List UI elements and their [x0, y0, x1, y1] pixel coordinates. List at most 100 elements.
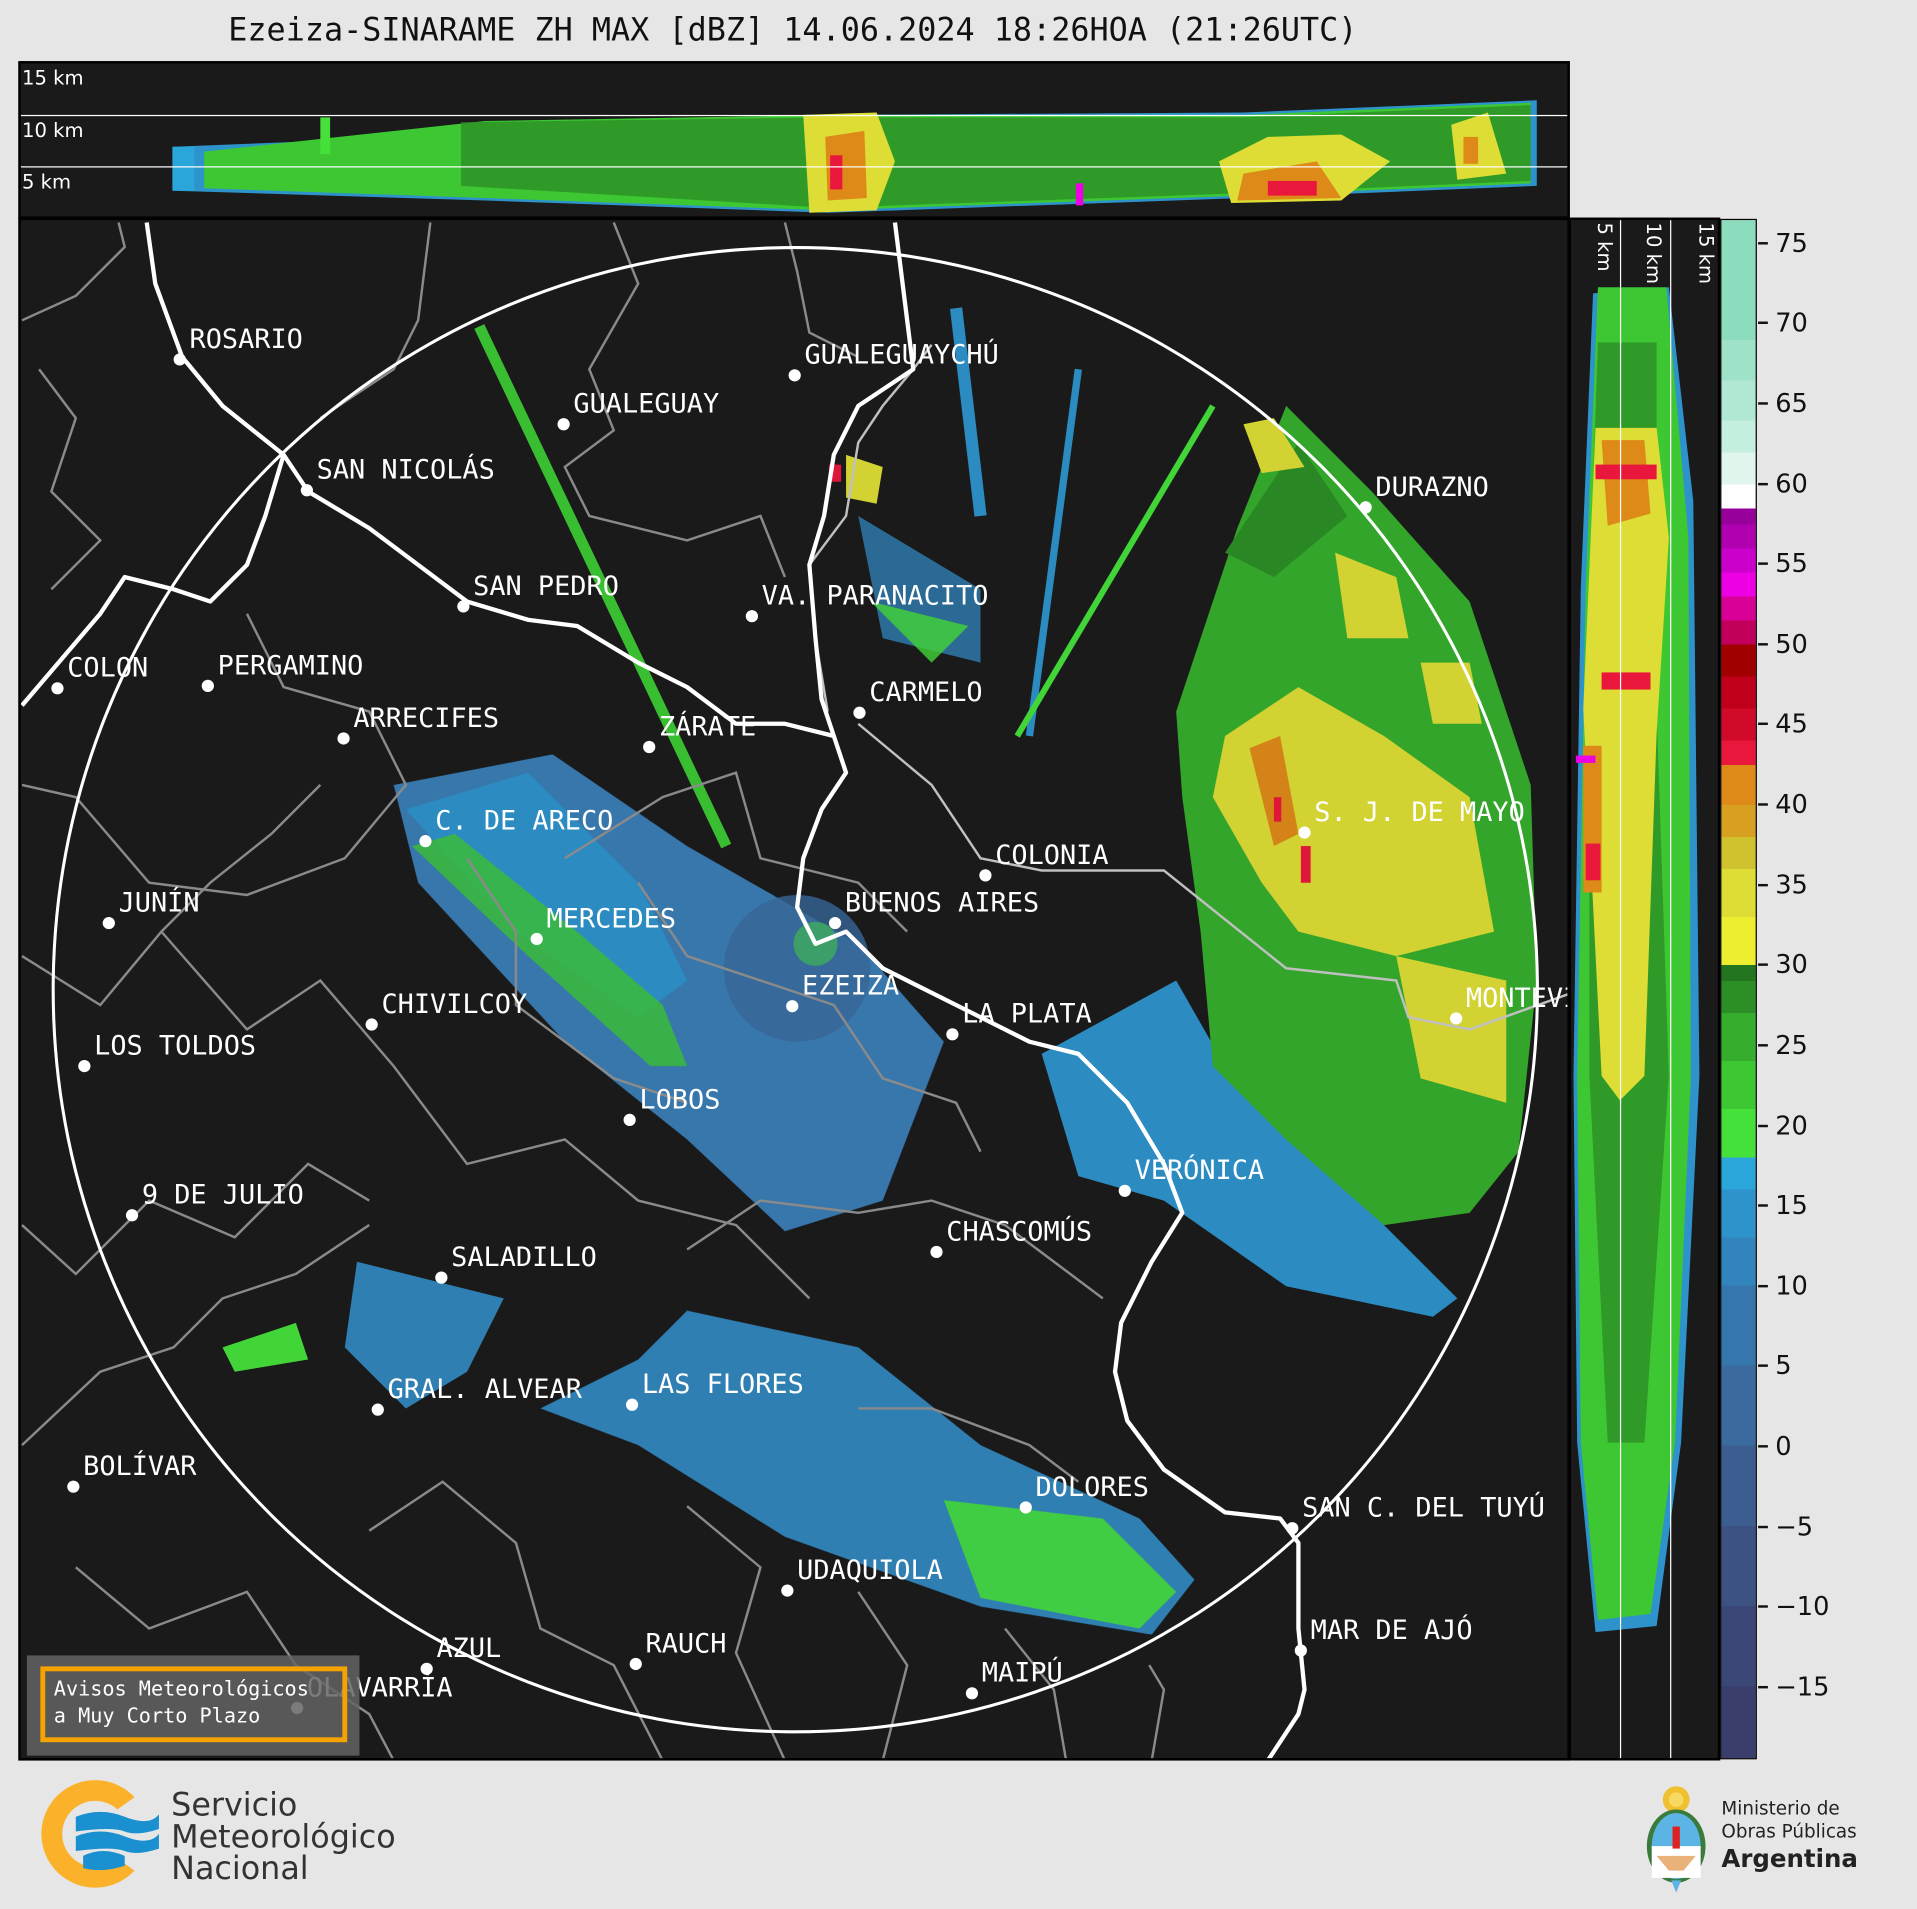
- city-marker: [788, 369, 801, 382]
- cross-section-right-echoes: [1573, 287, 1700, 1633]
- city-marker: [78, 1059, 91, 1073]
- city-label: MERCEDES: [546, 904, 677, 935]
- province-borders: [21, 222, 1166, 1759]
- ministry-line3: Argentina: [1721, 1843, 1858, 1874]
- city-marker: [1118, 1184, 1131, 1197]
- city-marker: [625, 1398, 639, 1411]
- colorbar-tick: [1758, 1044, 1768, 1047]
- label-15km: 15 km: [1694, 222, 1718, 285]
- city-label: RAUCH: [645, 1629, 727, 1660]
- city-marker: [173, 353, 186, 366]
- colorbar-tick-label: 15: [1775, 1191, 1808, 1221]
- colorbar-tick-label: 50: [1775, 629, 1808, 659]
- city-marker: [745, 610, 759, 623]
- city-marker: [1298, 826, 1311, 839]
- city-label: EZEIZA: [802, 971, 900, 1002]
- colorbar-tick: [1758, 482, 1768, 485]
- colorbar-tick: [1758, 241, 1768, 245]
- city-marker: [435, 1271, 448, 1284]
- city-label: COLON: [67, 653, 149, 685]
- city-label: LOBOS: [639, 1085, 721, 1116]
- city-label: SAN PEDRO: [473, 571, 619, 603]
- city-marker: [67, 1480, 80, 1493]
- smn-line3: Nacional: [171, 1851, 309, 1888]
- city-marker: [1359, 501, 1372, 514]
- city-label: GRAL. ALVEAR: [387, 1374, 582, 1406]
- city-label: DOLORES: [1035, 1472, 1149, 1504]
- argentina-coat-of-arms-icon: [1646, 1786, 1706, 1893]
- city-label: SALADILLO: [451, 1242, 597, 1274]
- city-label: SAN C. DEL TUYÚ: [1302, 1493, 1545, 1524]
- cross-section-top-echoes: [172, 100, 1537, 213]
- map-title: Ezeiza-SINARAME ZH MAX [dBZ] 14.06.2024 …: [228, 12, 1358, 49]
- colorbar-tick: [1758, 1284, 1768, 1288]
- colorbar-tick-label: 35: [1775, 870, 1808, 900]
- colorbar-tick-label: 20: [1775, 1110, 1808, 1141]
- city-marker: [337, 732, 350, 745]
- gridline-10km: [1670, 220, 1672, 1759]
- colorbar-tick: [1758, 321, 1768, 325]
- smn-line1: Servicio: [171, 1787, 298, 1825]
- avisos-line2: a Muy Corto Plazo: [53, 1704, 261, 1728]
- city-label: UDAQUIOLA: [797, 1555, 943, 1587]
- city-label: GUALEGUAY: [573, 389, 720, 420]
- city-label: GUALEGUAYCHÚ: [804, 340, 999, 372]
- colorbar-tick: [1758, 1605, 1768, 1609]
- city-marker: [371, 1403, 384, 1416]
- city-label: COLONIA: [995, 840, 1109, 872]
- city-marker: [946, 1028, 959, 1041]
- city-label: CHIVILCOY: [381, 989, 528, 1021]
- colorbar-tick: [1758, 803, 1768, 806]
- city-label: 9 DE JULIO: [141, 1180, 304, 1211]
- city-label: ZÁRATE: [658, 712, 757, 743]
- coastline-rivers: [20, 222, 1307, 1759]
- city-label: CHASCOMÚS: [946, 1217, 1093, 1248]
- city-marker: [629, 1657, 642, 1671]
- colorbar-tick-label: −15: [1775, 1672, 1830, 1702]
- cross-section-right: 5 km 10 km 15 km: [1568, 217, 1721, 1761]
- city-label: MAR DE AJÓ: [1310, 1615, 1473, 1647]
- city-marker: [300, 484, 313, 497]
- city-label: LA PLATA: [962, 999, 1092, 1031]
- avisos-panel[interactable]: Avisos Meteorológicos a Muy Corto Plazo: [26, 1655, 360, 1756]
- city-marker: [786, 1000, 799, 1013]
- city-marker: [125, 1209, 139, 1222]
- label-5km: 5 km: [22, 169, 72, 194]
- city-label: ARRECIFES: [353, 703, 500, 735]
- smn-line2: Meteorológico: [171, 1819, 396, 1856]
- colorbar-tick: [1758, 883, 1768, 887]
- city-marker: [420, 1662, 433, 1675]
- colorbar-tick: [1758, 723, 1768, 726]
- city-marker: [201, 679, 214, 692]
- colorbar-tick-label: 70: [1775, 308, 1808, 338]
- colorbar: [1720, 218, 1757, 1760]
- city-marker: [419, 835, 432, 848]
- cross-section-top: 15 km 10 km 5 km: [18, 61, 1570, 219]
- city-marker: [930, 1245, 943, 1259]
- colorbar-tick: [1758, 1124, 1768, 1127]
- city-marker: [853, 706, 866, 719]
- ministry-line2: Obras Públicas: [1721, 1820, 1857, 1843]
- city-label: LAS FLORES: [641, 1369, 804, 1401]
- avisos-line1: Avisos Meteorológicos: [53, 1677, 309, 1701]
- colorbar-tick: [1758, 963, 1768, 967]
- smn-logo-icon: [41, 1780, 159, 1888]
- city-marker: [457, 600, 470, 613]
- gridline-5km: [1619, 220, 1622, 1759]
- colorbar-tick-label: 75: [1775, 228, 1808, 258]
- radar-map[interactable]: ROSARIO GUALEGUAYCHÚ GUALEGUAY SAN NICOLÁS D…: [18, 217, 1570, 1761]
- label-15km: 15 km: [22, 66, 84, 90]
- colorbar-tick-label: 55: [1775, 549, 1808, 579]
- city-label: PERGAMINO: [217, 651, 364, 682]
- city-label: AZUL: [436, 1634, 502, 1665]
- city-label: SAN NICOLÁS: [316, 455, 495, 486]
- city-label: LOS TOLDOS: [94, 1031, 257, 1062]
- city-marker: [557, 418, 570, 431]
- colorbar-tick-label: −10: [1775, 1592, 1830, 1622]
- label-5km: 5 km: [1593, 222, 1617, 272]
- avisos-button[interactable]: Avisos Meteorológicos a Muy Corto Plazo: [40, 1666, 348, 1743]
- city-marker: [365, 1018, 378, 1031]
- city-marker: [102, 916, 115, 930]
- city-marker: [781, 1584, 794, 1597]
- city-marker: [965, 1687, 979, 1700]
